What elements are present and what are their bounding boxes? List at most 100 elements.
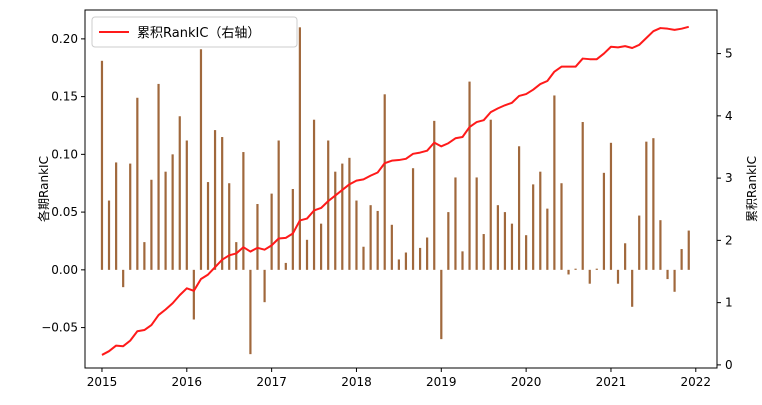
bar bbox=[150, 179, 153, 270]
bar bbox=[447, 212, 450, 270]
bar bbox=[631, 269, 634, 307]
bar bbox=[221, 137, 224, 270]
y2-tick-label: 3 bbox=[725, 171, 733, 185]
bar bbox=[164, 171, 167, 270]
bar bbox=[574, 268, 577, 270]
y-tick-label: 0.05 bbox=[51, 205, 78, 219]
bar bbox=[171, 154, 174, 270]
bar bbox=[242, 152, 245, 270]
y-tick-label: 0.15 bbox=[51, 90, 78, 104]
x-tick-label: 2020 bbox=[511, 375, 542, 389]
bar bbox=[532, 184, 535, 270]
bar bbox=[482, 234, 485, 270]
bar bbox=[404, 252, 408, 270]
bar bbox=[213, 130, 217, 270]
bar bbox=[249, 269, 252, 355]
bar bbox=[256, 204, 259, 270]
bar bbox=[433, 120, 436, 270]
bar bbox=[305, 239, 309, 270]
bar bbox=[624, 243, 627, 270]
x-tick-label: 2021 bbox=[596, 375, 627, 389]
bar bbox=[115, 162, 118, 270]
y2-axis-title: 累积RankIC bbox=[745, 156, 759, 222]
y-tick-label: 0.10 bbox=[51, 147, 78, 161]
bar bbox=[100, 60, 104, 270]
bar bbox=[680, 249, 683, 270]
line-series bbox=[101, 25, 690, 356]
bar bbox=[539, 171, 542, 270]
bar bbox=[397, 259, 400, 270]
bar bbox=[235, 242, 238, 270]
bar bbox=[341, 163, 344, 270]
bar bbox=[418, 247, 422, 270]
bar bbox=[284, 262, 287, 270]
bar bbox=[645, 141, 648, 270]
bar bbox=[461, 251, 464, 270]
bar bbox=[503, 212, 507, 270]
bar bbox=[319, 223, 323, 270]
legend-box bbox=[91, 16, 298, 48]
bar bbox=[263, 269, 266, 303]
bar bbox=[546, 208, 549, 270]
y-axis-left: −0.05 0.00 0.05 0.10 0.15 0.20 bbox=[41, 32, 85, 335]
bar bbox=[107, 200, 111, 270]
y2-tick-label: 1 bbox=[725, 296, 733, 310]
y-tick-label: 0.00 bbox=[51, 263, 78, 277]
bar bbox=[277, 140, 280, 270]
bar bbox=[595, 268, 598, 270]
bar bbox=[567, 269, 570, 275]
bar bbox=[454, 177, 457, 270]
bar bbox=[348, 157, 351, 270]
bar bbox=[369, 205, 372, 270]
bar bbox=[510, 223, 514, 270]
x-tick-label: 2022 bbox=[681, 375, 712, 389]
bar bbox=[228, 183, 231, 270]
bar bbox=[468, 81, 471, 270]
bar bbox=[362, 246, 365, 270]
bar bbox=[312, 119, 316, 270]
bar bbox=[355, 200, 358, 270]
bar bbox=[206, 182, 210, 270]
bar bbox=[192, 269, 195, 320]
bar bbox=[666, 269, 669, 280]
bar bbox=[616, 269, 620, 284]
x-tick-label: 2016 bbox=[172, 375, 203, 389]
x-tick-label: 2017 bbox=[256, 375, 287, 389]
y-tick-label: 0.20 bbox=[51, 32, 78, 46]
cumulative-line bbox=[101, 25, 690, 356]
bar bbox=[588, 269, 591, 284]
bar bbox=[489, 119, 492, 270]
bar bbox=[327, 140, 330, 270]
x-tick-label: 2018 bbox=[341, 375, 372, 389]
x-axis: 2015 2016 2017 2018 2019 2020 2021 2022 bbox=[87, 368, 711, 389]
bar bbox=[383, 94, 386, 270]
x-tick-label: 2015 bbox=[87, 375, 118, 389]
x-tick-label: 2019 bbox=[426, 375, 457, 389]
y2-tick-label: 0 bbox=[725, 358, 733, 372]
bar bbox=[659, 220, 662, 270]
bar bbox=[687, 230, 690, 270]
bar bbox=[178, 116, 181, 270]
bar bbox=[652, 138, 655, 270]
y2-tick-label: 4 bbox=[725, 109, 733, 123]
bar bbox=[334, 171, 337, 270]
y-axis-title: 各期RankIC bbox=[36, 156, 51, 222]
y2-tick-label: 5 bbox=[725, 47, 733, 61]
legend-label: 累积RankIC（右轴） bbox=[137, 26, 260, 41]
y2-tick-label: 2 bbox=[725, 233, 733, 247]
bar bbox=[496, 205, 499, 270]
bar bbox=[581, 122, 584, 270]
bar bbox=[673, 269, 676, 292]
bar bbox=[298, 27, 301, 270]
bar bbox=[411, 168, 415, 270]
bar bbox=[270, 193, 273, 270]
bar bbox=[517, 146, 521, 270]
bar bbox=[560, 183, 563, 270]
bar bbox=[475, 177, 478, 270]
bar bbox=[390, 224, 393, 270]
legend: 累积RankIC（右轴） bbox=[91, 16, 298, 48]
bar bbox=[609, 142, 613, 270]
bar bbox=[199, 49, 203, 270]
bar bbox=[525, 235, 528, 270]
